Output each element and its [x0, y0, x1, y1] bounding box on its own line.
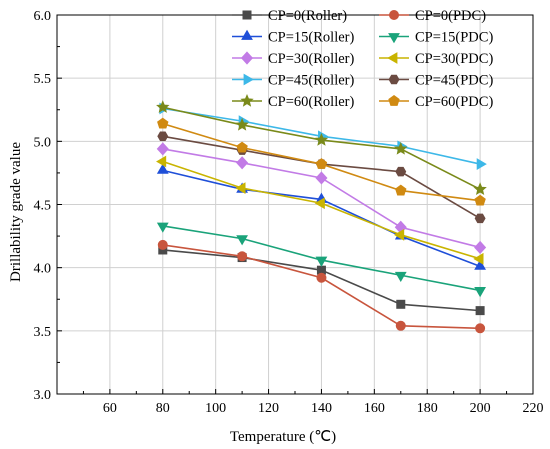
x-axis-ticks: 60 80 100 120 140 160 180 200 220 — [82, 389, 544, 416]
data-point — [396, 299, 406, 309]
data-point — [156, 100, 170, 113]
x-axis-title: Temperature (℃) — [230, 429, 336, 445]
data-point — [394, 141, 408, 155]
data-point — [156, 163, 169, 174]
legend-label: CP=60(Roller) — [268, 94, 354, 110]
data-point — [157, 117, 169, 129]
x-tick-label: 100 — [205, 401, 226, 416]
legend-label: CP=15(PDC) — [415, 30, 493, 46]
data-point — [157, 131, 169, 142]
data-point — [473, 252, 484, 265]
legend-item: CP=45(Roller) — [232, 73, 354, 89]
data-point — [157, 239, 168, 250]
y-axis-title: Drillability grade value — [8, 142, 24, 282]
data-point — [235, 117, 249, 131]
data-point — [387, 52, 398, 64]
series-CP=60(PDC) — [157, 117, 486, 206]
y-tick-label: 3.5 — [34, 325, 52, 340]
data-point — [388, 33, 400, 44]
x-tick-label: 200 — [470, 401, 491, 416]
series-CP=15(PDC) — [156, 222, 487, 298]
y-tick-label: 4.0 — [34, 262, 52, 277]
y-tick-label: 5.0 — [34, 135, 52, 150]
data-point — [474, 194, 486, 206]
data-point — [235, 182, 246, 194]
data-point — [236, 141, 248, 153]
series-CP=0(PDC) — [157, 239, 486, 334]
x-tick-label: 160 — [364, 401, 385, 416]
data-point — [475, 323, 486, 334]
series-CP=30(Roller) — [156, 142, 487, 255]
data-point — [389, 10, 399, 20]
legend-label: CP=45(Roller) — [268, 73, 354, 89]
data-point — [395, 184, 407, 196]
data-point — [242, 10, 252, 20]
legend-label: CP=0(Roller) — [268, 8, 347, 24]
x-tick-label: 120 — [258, 401, 279, 416]
y-tick-label: 4.5 — [34, 199, 52, 214]
data-point — [314, 197, 325, 210]
data-point — [314, 133, 329, 146]
data-point — [476, 158, 487, 170]
x-tick-label: 140 — [311, 401, 332, 416]
y-tick-label: 6.0 — [34, 9, 52, 24]
x-tick-label: 60 — [103, 401, 117, 416]
data-point — [474, 259, 487, 270]
legend-item: CP=30(Roller) — [232, 51, 354, 67]
data-point — [395, 166, 407, 177]
data-point — [237, 251, 248, 262]
data-point — [475, 306, 485, 316]
y-tick-label: 5.5 — [34, 72, 52, 87]
series-group — [155, 100, 487, 334]
data-point — [241, 29, 253, 40]
data-point — [156, 222, 169, 233]
data-point — [315, 256, 328, 267]
legend-label: CP=15(Roller) — [268, 30, 354, 46]
legend-label: CP=30(Roller) — [268, 51, 354, 67]
legend-label: CP=30(PDC) — [415, 51, 493, 67]
legend-label: CP=60(PDC) — [415, 94, 493, 110]
x-tick-label: 80 — [156, 401, 170, 416]
data-point — [393, 228, 405, 241]
legend-label: CP=45(PDC) — [415, 73, 493, 89]
data-point — [236, 235, 249, 246]
y-axis-ticks: 3.0 3.5 4.0 4.5 5.0 5.5 6.0 — [34, 9, 62, 403]
legend-item: CP=45(PDC) — [379, 73, 493, 89]
data-point — [155, 155, 167, 168]
data-point — [473, 182, 487, 196]
legend-item: CP=0(Roller) — [232, 8, 347, 24]
data-point — [395, 320, 406, 331]
data-point — [388, 95, 400, 106]
data-point — [240, 93, 254, 107]
data-point — [474, 287, 487, 298]
legend-label: CP=0(PDC) — [415, 8, 486, 24]
data-point — [243, 73, 254, 86]
data-point — [394, 271, 407, 283]
legend-item: CP=0(PDC) — [379, 8, 486, 24]
data-point — [316, 265, 326, 275]
y-tick-label: 3.0 — [34, 388, 52, 403]
series-CP=30(PDC) — [155, 155, 484, 265]
legend-item: CP=15(PDC) — [379, 30, 493, 46]
legend-item: CP=60(PDC) — [379, 94, 493, 110]
legend: CP=0(Roller) CP=0(PDC) CP=15(Roller) CP=15(… — [232, 8, 493, 110]
series-CP=60(Roller) — [156, 100, 487, 196]
legend-item: CP=30(PDC) — [379, 51, 493, 67]
x-tick-label: 220 — [523, 401, 544, 416]
data-point — [315, 171, 328, 185]
legend-item: CP=60(Roller) — [232, 93, 354, 110]
data-point — [158, 245, 168, 255]
data-point — [474, 240, 487, 255]
data-point — [388, 74, 400, 85]
data-point — [156, 142, 169, 156]
data-point — [315, 158, 328, 169]
data-point — [240, 51, 254, 65]
x-tick-label: 180 — [417, 401, 438, 416]
data-point — [236, 156, 249, 170]
legend-item: CP=15(Roller) — [232, 30, 354, 46]
data-point — [474, 213, 486, 224]
data-point — [316, 272, 327, 283]
